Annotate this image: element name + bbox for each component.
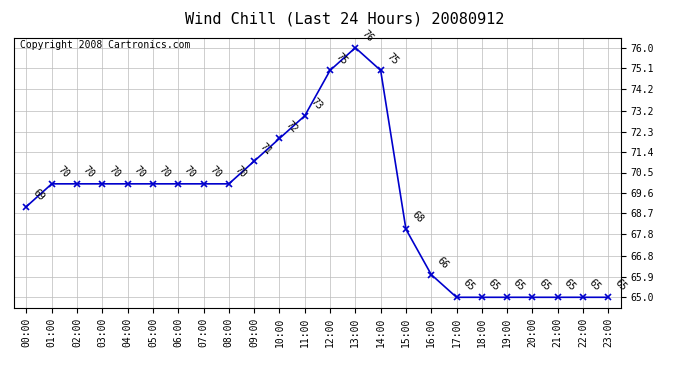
Text: Copyright 2008 Cartronics.com: Copyright 2008 Cartronics.com [20,40,190,50]
Text: 70: 70 [81,164,97,180]
Text: 71: 71 [258,142,274,157]
Text: 70: 70 [208,164,223,180]
Text: 76: 76 [359,28,375,44]
Text: 70: 70 [56,164,71,180]
Text: 73: 73 [309,96,324,112]
Text: 72: 72 [284,119,299,134]
Text: 65: 65 [613,278,628,293]
Text: 65: 65 [537,278,552,293]
Text: 70: 70 [157,164,172,180]
Text: 65: 65 [486,278,502,293]
Text: 66: 66 [435,255,451,270]
Text: 69: 69 [30,187,46,202]
Text: 70: 70 [233,164,248,180]
Text: 65: 65 [461,278,476,293]
Text: 68: 68 [410,210,426,225]
Text: Wind Chill (Last 24 Hours) 20080912: Wind Chill (Last 24 Hours) 20080912 [186,11,504,26]
Text: 65: 65 [587,278,602,293]
Text: 65: 65 [562,278,578,293]
Text: 75: 75 [334,51,350,66]
Text: 65: 65 [511,278,526,293]
Text: 70: 70 [106,164,122,180]
Text: 70: 70 [182,164,198,180]
Text: 75: 75 [385,51,400,66]
Text: 70: 70 [132,164,147,180]
